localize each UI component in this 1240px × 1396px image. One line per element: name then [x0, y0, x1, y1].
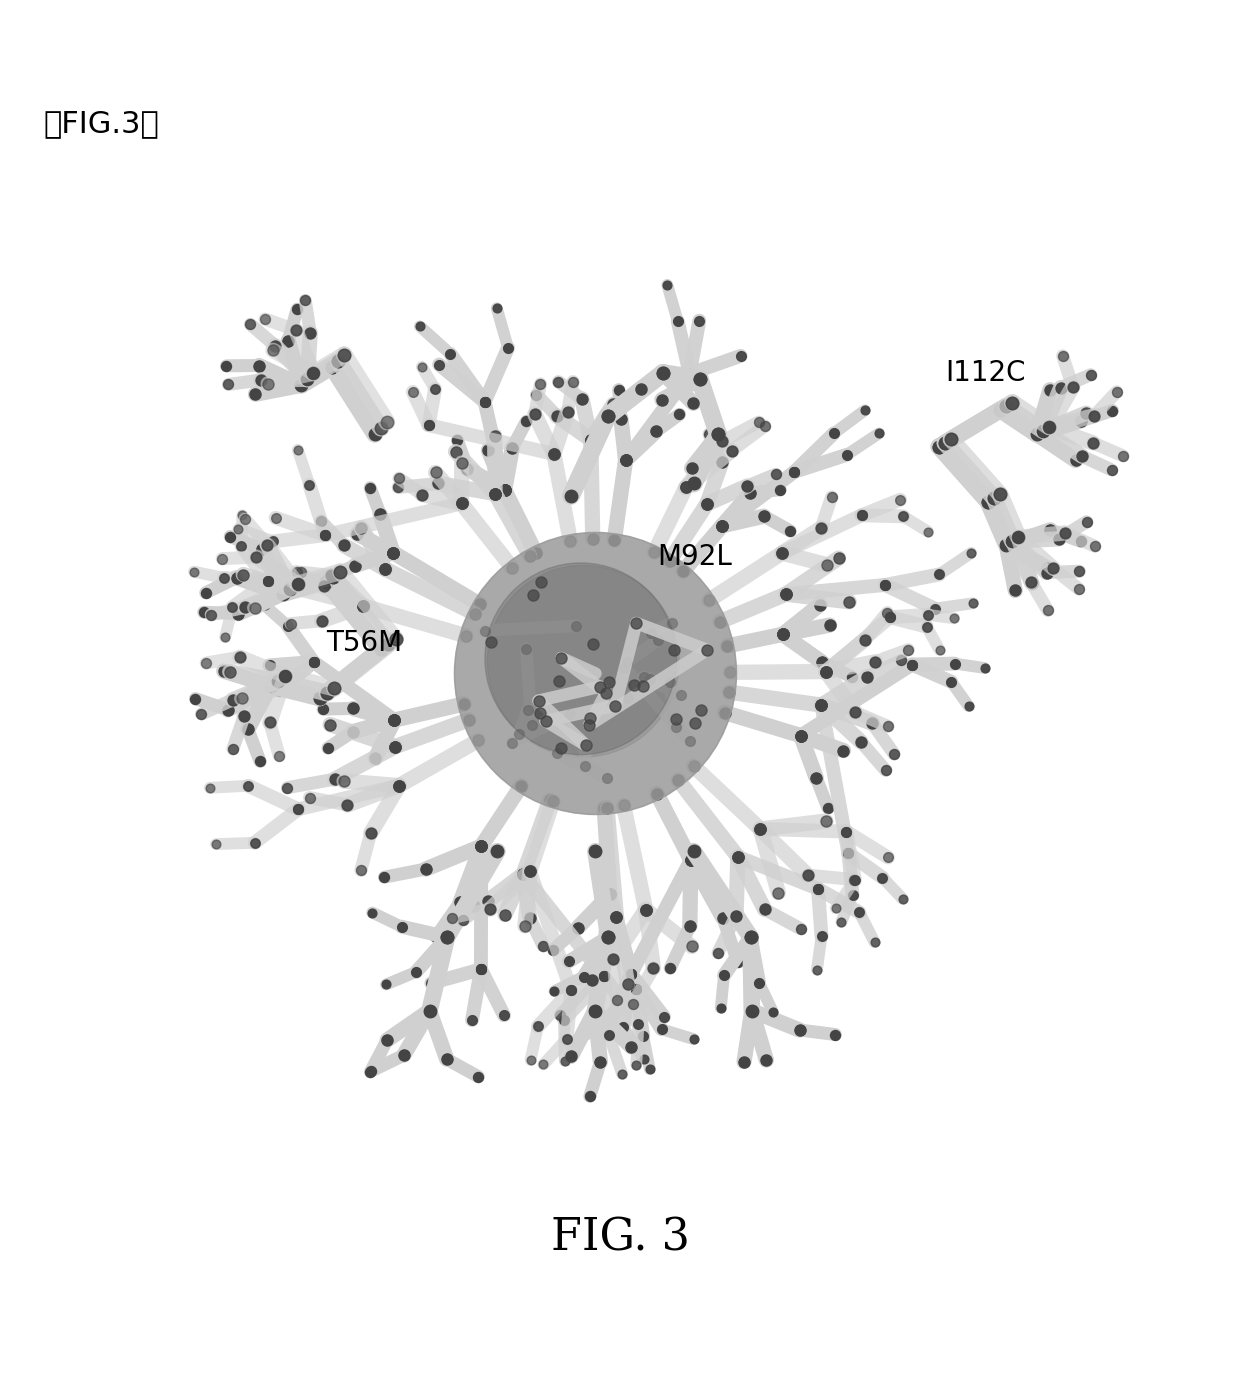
Circle shape	[455, 532, 737, 814]
Text: I112C: I112C	[945, 359, 1025, 387]
Circle shape	[485, 563, 677, 755]
Text: 【FIG.3】: 【FIG.3】	[43, 109, 160, 138]
Text: FIG. 3: FIG. 3	[551, 1216, 689, 1259]
Text: M92L: M92L	[657, 543, 732, 571]
Text: T56M: T56M	[326, 628, 402, 658]
Circle shape	[455, 532, 737, 814]
Circle shape	[487, 565, 680, 757]
